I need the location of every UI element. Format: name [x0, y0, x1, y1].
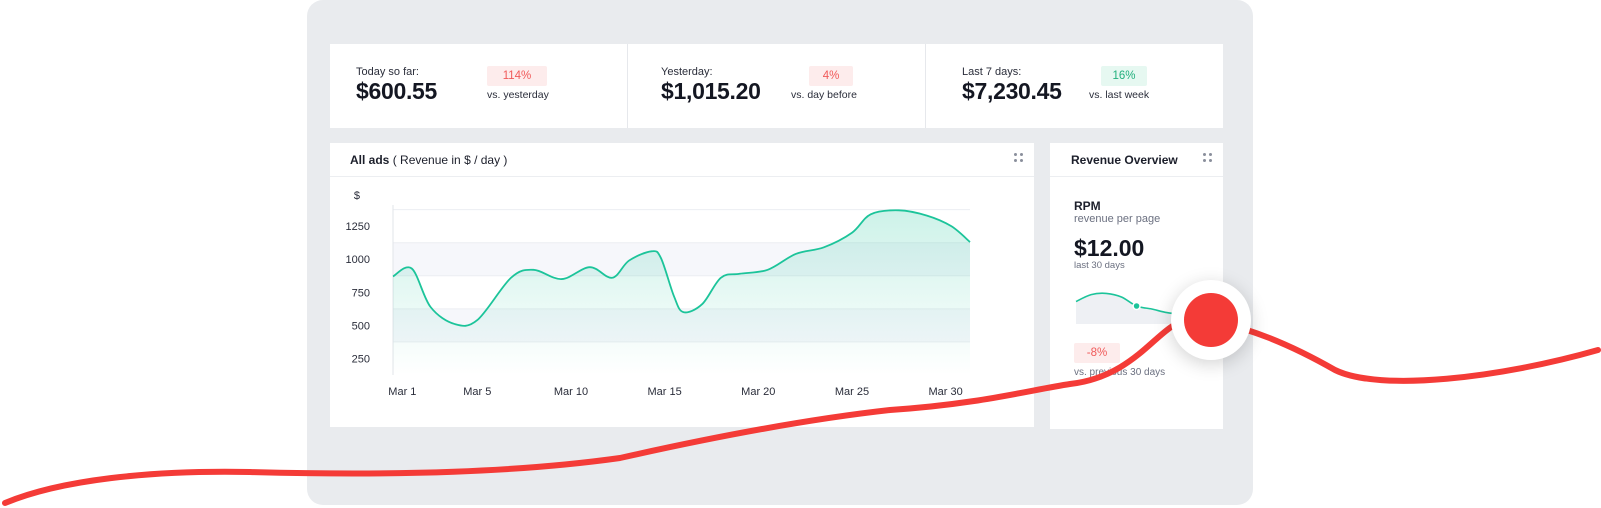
rpm-change-badge: -8%	[1074, 343, 1120, 363]
all-ads-chart-card: All ads ( Revenue in $ / day ) 250 500 750…	[330, 143, 1034, 427]
chart-card-title: All ads ( Revenue in $ / day )	[350, 153, 507, 167]
change-compare: vs. last week	[1089, 89, 1150, 101]
stat-value: $600.55	[356, 78, 438, 104]
stat-label: Today so far:	[356, 66, 419, 78]
rpm-description: revenue per page	[1074, 213, 1161, 225]
stat-last-7-days: Last 7 days: $7,230.45 16% vs. last week	[926, 44, 1223, 128]
stat-value: $1,015.20	[661, 78, 761, 104]
change-badge: 4%	[809, 66, 853, 86]
change-compare: vs. yesterday	[487, 89, 549, 101]
rpm-title: RPM	[1074, 199, 1101, 213]
stat-label: Last 7 days:	[962, 66, 1022, 78]
card-header: Revenue Overview	[1050, 143, 1223, 177]
chart-title-rest: ( Revenue in $ / day )	[389, 153, 508, 167]
sparkline-marker	[1132, 301, 1141, 311]
card-header: All ads ( Revenue in $ / day )	[330, 143, 1034, 177]
drag-handle-icon[interactable]	[1014, 153, 1024, 163]
x-tick-label: Mar 5	[463, 386, 491, 398]
y-tick-label: 1250	[346, 221, 370, 233]
change-badge: 16%	[1101, 66, 1147, 86]
revenue-overview-title: Revenue Overview	[1071, 153, 1178, 167]
stat-value: $7,230.45	[962, 78, 1062, 104]
x-tick-label: Mar 10	[554, 386, 588, 398]
sparkline-fill	[1076, 293, 1182, 324]
rpm-sparkline	[1075, 292, 1183, 324]
change-compare: vs. day before	[791, 89, 857, 101]
y-tick-label: 1000	[346, 254, 370, 266]
highlight-dot[interactable]	[1184, 293, 1238, 347]
drag-handle-icon[interactable]	[1203, 153, 1213, 163]
stat-today: Today so far: $600.55 114% vs. yesterday	[330, 44, 628, 128]
y-tick-label: 500	[352, 320, 370, 332]
sparkline-line	[1075, 292, 1183, 316]
x-tick-label: Mar 20	[741, 386, 775, 398]
chart-title-bold: All ads	[350, 153, 390, 167]
revenue-line	[392, 209, 971, 327]
x-tick-label: Mar 30	[929, 386, 963, 398]
rpm-compare: vs. previous 30 days	[1074, 367, 1166, 378]
rpm-value: $12.00	[1074, 235, 1145, 261]
y-tick-label: 750	[352, 287, 370, 299]
y-axis-label: $	[354, 190, 360, 202]
x-tick-label: Mar 1	[388, 386, 416, 398]
rpm-period: last 30 days	[1074, 260, 1125, 271]
x-tick-label: Mar 15	[648, 386, 682, 398]
y-tick-label: 250	[352, 353, 370, 365]
stats-strip: Today so far: $600.55 114% vs. yesterday…	[330, 44, 1223, 128]
stat-label: Yesterday:	[661, 66, 713, 78]
change-badge: 114%	[487, 66, 547, 86]
stat-yesterday: Yesterday: $1,015.20 4% vs. day before	[628, 44, 926, 128]
x-tick-label: Mar 25	[835, 386, 869, 398]
revenue-area-chart: 250 500 750 1000 1250 $ Mar 1 Mar 5 Mar 10 Mar 15…	[346, 190, 971, 398]
